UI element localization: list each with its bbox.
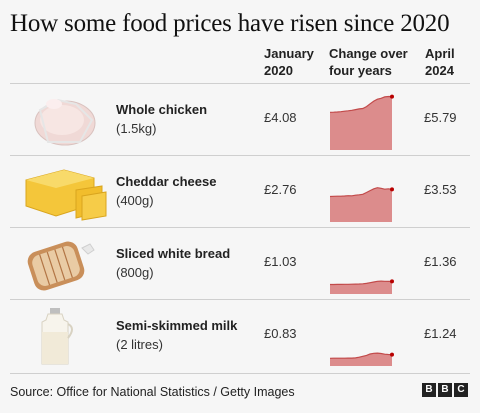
- item-quantity: (2 litres): [116, 337, 163, 352]
- table-row: Semi-skimmed milk (2 litres) £0.83 £1.24: [10, 299, 470, 372]
- bbc-logo: B B C: [422, 383, 468, 397]
- item-name: Sliced white bread: [116, 246, 231, 261]
- apr-price: £3.53: [424, 182, 457, 197]
- jan-price: £4.08: [264, 110, 297, 125]
- chart-title: How some food prices have risen since 20…: [10, 10, 450, 37]
- sparkline-end-dot: [390, 94, 394, 99]
- column-header-jan: January 2020: [264, 45, 314, 79]
- sparkline-end-dot: [390, 279, 394, 284]
- apr-price: £1.24: [424, 326, 457, 341]
- item-quantity: (800g): [116, 265, 154, 280]
- column-header-apr: April 2024: [425, 45, 455, 79]
- jan-price: £1.03: [264, 254, 297, 269]
- column-header-apr-text: April 2024: [425, 46, 455, 78]
- cheese-icon: [25, 169, 107, 221]
- chicken-icon: [34, 98, 96, 146]
- sparkline: [330, 279, 394, 294]
- item-name: Whole chicken: [116, 102, 208, 117]
- table-row: Cheddar cheese (400g) £2.76 £3.53: [10, 155, 470, 228]
- sparkline-end-dot: [390, 352, 394, 357]
- sparkline-area: [330, 353, 392, 366]
- table-row: Sliced white bread (800g) £1.03 £1.36: [10, 227, 470, 300]
- sparkline-line: [329, 352, 393, 359]
- item-name: Semi-skimmed milk: [116, 318, 238, 333]
- item-name: Cheddar cheese: [116, 174, 217, 189]
- column-header-change: Change over four years: [329, 45, 408, 79]
- sparkline-area: [330, 96, 392, 150]
- sparkline: [329, 352, 394, 366]
- apr-price: £1.36: [424, 254, 457, 269]
- source-note: Source: Office for National Statistics /…: [10, 385, 295, 399]
- item-quantity: (400g): [116, 193, 154, 208]
- footer-divider: [10, 373, 470, 374]
- sparkline-area: [330, 187, 392, 222]
- sparkline-line: [330, 280, 392, 286]
- column-header-jan-text: January 2020: [264, 46, 314, 78]
- milk-icon: [41, 308, 73, 365]
- sparkline-line: [329, 187, 393, 198]
- column-header-change-text: Change over four years: [329, 46, 408, 78]
- jan-price: £2.76: [264, 182, 297, 197]
- sparkline: [329, 187, 394, 222]
- sparkline: [329, 94, 394, 150]
- logo-letter: C: [454, 383, 468, 397]
- sparkline-line: [329, 95, 393, 113]
- sparkline-end-dot: [390, 187, 394, 192]
- logo-letter: B: [438, 383, 452, 397]
- apr-price: £5.79: [424, 110, 457, 125]
- table-row: Whole chicken (1.5kg) £4.08 £5.79: [10, 83, 470, 156]
- sparkline-area: [330, 281, 392, 294]
- item-quantity: (1.5kg): [116, 121, 157, 136]
- jan-price: £0.83: [264, 326, 297, 341]
- logo-letter: B: [422, 383, 436, 397]
- bread-icon: [27, 241, 95, 291]
